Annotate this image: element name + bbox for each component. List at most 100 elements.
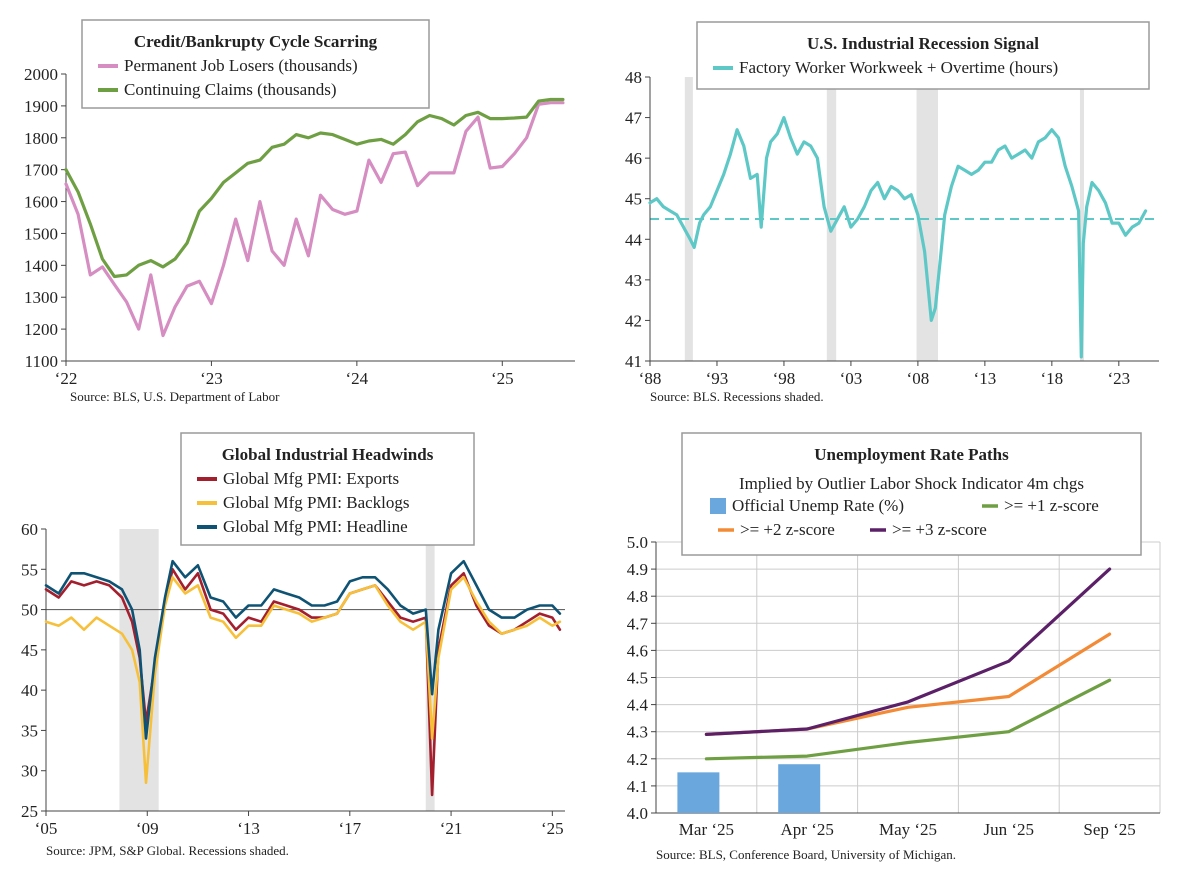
legend-label: >= +3 z-score (892, 520, 987, 539)
y-tick-label: 2000 (24, 65, 58, 84)
chart-title: Global Industrial Headwinds (222, 445, 434, 464)
y-tick-label: 41 (625, 352, 642, 371)
x-tick-label: ‘03 (840, 369, 863, 388)
series-line-1 (64, 101, 565, 338)
y-tick-label: 1600 (24, 193, 58, 212)
y-tick-label: 40 (21, 681, 38, 700)
x-tick-label: ‘88 (639, 369, 662, 388)
legend-box (180, 432, 475, 546)
y-tick-label: 4.0 (627, 804, 648, 823)
x-tick-label: ‘21 (440, 819, 463, 838)
recession-shade (119, 529, 159, 811)
y-tick-label: 50 (21, 601, 38, 620)
legend-box (81, 19, 430, 109)
y-tick-label: 45 (21, 641, 38, 660)
y-tick-label: 44 (625, 230, 643, 249)
y-tick-label: 4.9 (627, 560, 648, 579)
y-tick-label: 4.1 (627, 777, 648, 796)
series-line-3 (704, 567, 1112, 737)
chart-pmi: 25 30 35 40 45 50 55 60 ‘05 ‘09 ‘13 ‘17 ‘21 ‘25 Global… (21, 432, 565, 858)
legend-swatch-bar (710, 498, 726, 514)
series-line-2 (64, 97, 565, 279)
y-tick-label: 47 (625, 109, 643, 128)
y-tick-label: 42 (625, 311, 642, 330)
series-line-1 (648, 115, 1148, 359)
source-note: Source: JPM, S&P Global. Recessions shad… (46, 843, 289, 858)
source-note: Source: BLS. Recessions shaded. (650, 389, 824, 404)
source-note: Source: BLS, Conference Board, Universit… (656, 847, 956, 862)
y-tick-label: 55 (21, 560, 38, 579)
x-tick-label: ‘25 (491, 369, 514, 388)
y-tick-label: 4.2 (627, 750, 648, 769)
x-tick-label: ‘93 (706, 369, 729, 388)
legend-label: Global Mfg PMI: Headline (223, 517, 408, 536)
y-tick-label: 4.7 (627, 614, 649, 633)
legend-box (681, 432, 1142, 556)
series-line-1 (704, 678, 1112, 761)
legend-label: Official Unemp Rate (%) (732, 496, 904, 515)
legend-box (696, 21, 1150, 90)
chart-subtitle: Implied by Outlier Labor Shock Indicator… (739, 474, 1084, 493)
legend-label: Permanent Job Losers (thousands) (124, 56, 358, 75)
x-tick-label: Apr ‘25 (781, 820, 834, 839)
y-tick-label: 1700 (24, 161, 58, 180)
y-tick-label: 46 (625, 149, 642, 168)
x-tick-label: ‘08 (907, 369, 930, 388)
x-tick-label: ‘18 (1041, 369, 1064, 388)
y-tick-label: 1200 (24, 320, 58, 339)
x-tick-label: Mar ‘25 (679, 820, 734, 839)
y-tick-label: 60 (21, 520, 38, 539)
legend-label: >= +1 z-score (1004, 496, 1099, 515)
y-tick-label: 4.6 (627, 641, 648, 660)
x-tick-label: ‘09 (136, 819, 159, 838)
bar-official-unemp (778, 764, 821, 813)
legend-label: Global Mfg PMI: Backlogs (223, 493, 410, 512)
y-tick-label: 1500 (24, 224, 58, 243)
x-tick-label: ‘23 (200, 369, 223, 388)
series-line-2 (44, 575, 562, 785)
chart-title: Credit/Bankrupty Cycle Scarring (134, 32, 378, 51)
y-tick-label: 4.5 (627, 669, 648, 688)
chart-workweek: 41 42 43 44 45 46 47 48 ‘88 ‘93 ‘98 ‘03 ‘08 ‘13 ‘18 ‘23… (625, 21, 1159, 404)
legend-label: >= +2 z-score (740, 520, 835, 539)
y-tick-label: 35 (21, 721, 38, 740)
x-tick-label: ‘13 (974, 369, 997, 388)
recession-shade (1079, 77, 1084, 361)
x-tick-label: ‘23 (1107, 369, 1130, 388)
source-note: Source: BLS, U.S. Department of Labor (70, 389, 280, 404)
y-tick-label: 48 (625, 68, 642, 87)
y-tick-label: 1300 (24, 288, 58, 307)
x-tick-label: ‘13 (237, 819, 260, 838)
y-tick-label: 1900 (24, 97, 58, 116)
x-tick-label: ‘05 (35, 819, 58, 838)
x-tick-label: ‘98 (773, 369, 796, 388)
chart-unemp: 4.0 4.1 4.2 4.3 4.4 4.5 4.6 4.7 4.8 4.9 5.0 Mar ‘25… (627, 432, 1161, 862)
chart-title: Unemployment Rate Paths (814, 445, 1009, 464)
series-line-2 (704, 632, 1112, 737)
y-tick-label: 5.0 (627, 533, 648, 552)
y-tick-label: 25 (21, 802, 38, 821)
x-tick-label: ‘25 (541, 819, 564, 838)
y-tick-label: 43 (625, 271, 642, 290)
x-tick-label: ‘22 (55, 369, 78, 388)
y-tick-label: 1400 (24, 256, 58, 275)
legend-label: Factory Worker Workweek + Overtime (hour… (739, 58, 1058, 77)
y-tick-label: 4.8 (627, 587, 648, 606)
y-tick-label: 1100 (25, 352, 58, 371)
x-tick-label: Jun ‘25 (984, 820, 1035, 839)
bar-official-unemp (677, 772, 720, 813)
legend-label: Continuing Claims (thousands) (124, 80, 337, 99)
y-tick-label: 4.4 (627, 696, 649, 715)
x-tick-label: ‘17 (338, 819, 361, 838)
series-line-3 (44, 559, 562, 740)
y-tick-label: 45 (625, 190, 642, 209)
chart-title: U.S. Industrial Recession Signal (807, 34, 1039, 53)
legend-label: Global Mfg PMI: Exports (223, 469, 399, 488)
y-tick-label: 1800 (24, 129, 58, 148)
y-tick-label: 4.3 (627, 723, 648, 742)
chart-credit: 1100 1200 1300 1400 1500 1600 1700 1800 1900 2000… (24, 19, 575, 404)
x-tick-label: ‘24 (346, 369, 369, 388)
y-tick-label: 30 (21, 762, 38, 781)
x-tick-label: May ‘25 (879, 820, 937, 839)
